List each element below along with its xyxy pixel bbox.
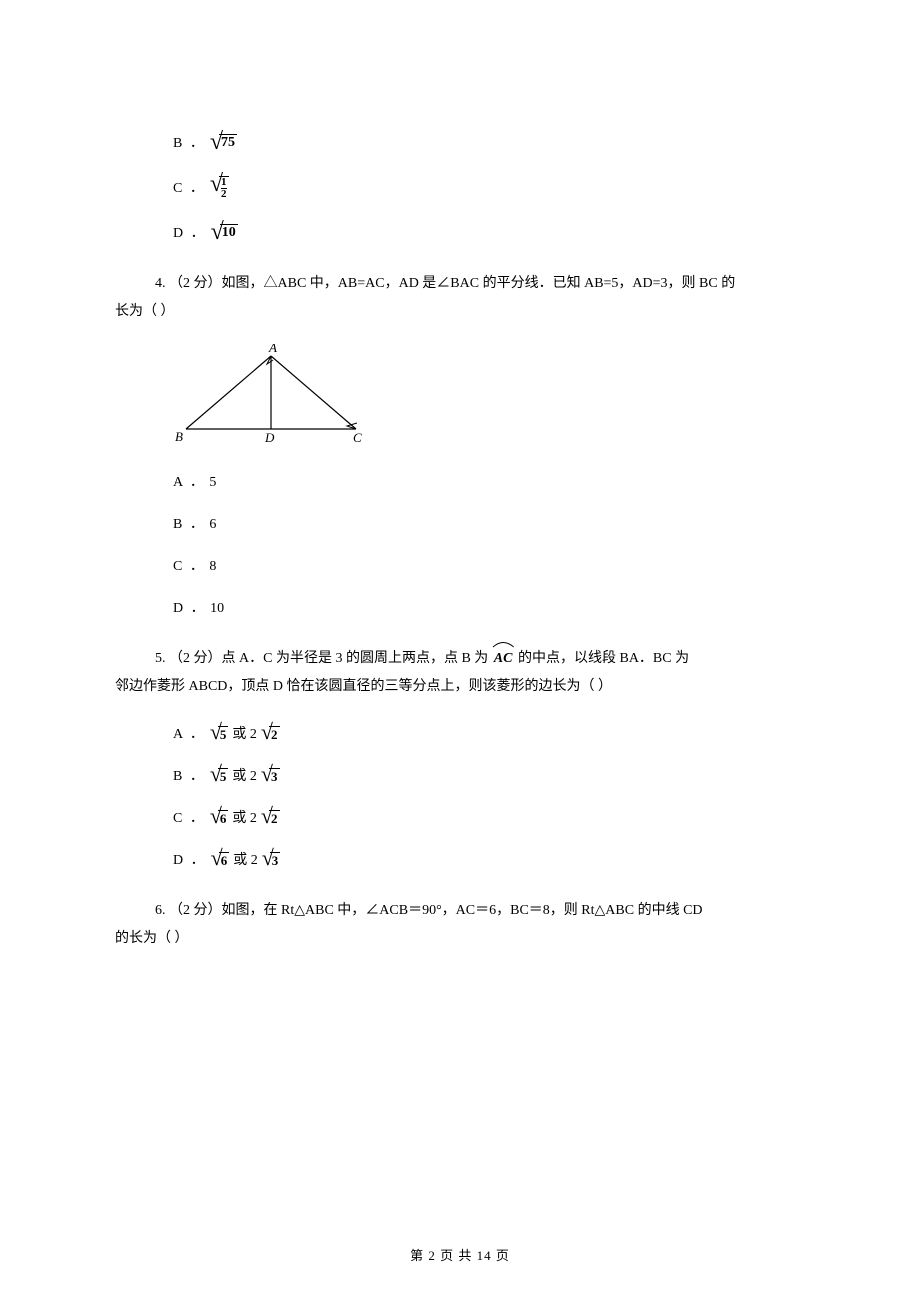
svg-text:C: C: [353, 430, 362, 444]
option-value: 5: [209, 475, 216, 490]
q5-option-a[interactable]: A ． √5 或 2 √2: [173, 723, 805, 743]
option-label: A ．: [173, 723, 206, 743]
option-label: C ．: [173, 807, 206, 827]
sqrt-expression: √3: [261, 765, 280, 785]
q3-option-d[interactable]: D ． √10: [173, 222, 805, 242]
option-separator: 或 2: [232, 765, 257, 785]
option-value: 6: [209, 517, 216, 532]
q5-option-b[interactable]: B ． √5 或 2 √3: [173, 765, 805, 785]
sqrt-expression: √6: [211, 849, 230, 869]
option-separator: 或 2: [232, 723, 257, 743]
q3-option-b[interactable]: B ． √75: [173, 132, 805, 152]
svg-text:D: D: [264, 430, 275, 444]
q5-option-d[interactable]: D ． √6 或 2 √3: [173, 849, 805, 869]
sqrt-expression: √5: [210, 723, 229, 743]
option-value: 10: [210, 601, 224, 616]
q4-option-a[interactable]: A ． 5: [173, 471, 805, 491]
sqrt-expression: √3: [262, 849, 281, 869]
q4-figure: A B D C: [171, 344, 805, 449]
option-value: 8: [209, 559, 216, 574]
sqrt-expression: √6: [210, 807, 229, 827]
page-footer: 第 2 页 共 14 页: [0, 1245, 920, 1264]
option-label: B ．: [173, 517, 206, 532]
q5-option-c[interactable]: C ． √6 或 2 √2: [173, 807, 805, 827]
option-separator: 或 2: [232, 807, 257, 827]
option-separator: 或 2: [233, 849, 258, 869]
option-label: B ．: [173, 765, 206, 785]
q5-part1: 5. （2 分）点 A．C 为半径是 3 的圆周上两点，点 B 为: [155, 651, 492, 666]
sqrt-expression: √75: [210, 132, 237, 152]
option-label: D ．: [173, 601, 207, 616]
sqrt-expression: √2: [261, 723, 280, 743]
svg-text:B: B: [175, 429, 183, 444]
q3-option-c[interactable]: C ． √ 12: [173, 174, 805, 200]
option-label: D ．: [173, 849, 207, 869]
option-label: C ．: [173, 177, 206, 197]
option-label: C ．: [173, 559, 206, 574]
sqrt-expression: √2: [261, 807, 280, 827]
arc-ac: AC: [492, 645, 515, 673]
q5-part3: 邻边作菱形 ABCD，顶点 D 恰在该圆直径的三等分点上，则该菱形的边长为（ ）: [115, 679, 612, 694]
q6-text: 6. （2 分）如图，在 Rt△ABC 中，∠ACB＝90°，AC＝6，BC＝8…: [155, 897, 805, 953]
q4-line1: 4. （2 分）如图，△ABC 中，AB=AC，AD 是∠BAC 的平分线．已知…: [155, 276, 735, 291]
svg-text:A: A: [268, 344, 277, 355]
option-label: D ．: [173, 222, 207, 242]
q6-line2: 的长为（ ）: [115, 931, 189, 946]
q4-option-d[interactable]: D ． 10: [173, 597, 805, 617]
q4-text: 4. （2 分）如图，△ABC 中，AB=AC，AD 是∠BAC 的平分线．已知…: [155, 270, 805, 326]
q4-option-b[interactable]: B ． 6: [173, 513, 805, 533]
q4-line2: 长为（ ）: [115, 304, 175, 319]
q4-option-c[interactable]: C ． 8: [173, 555, 805, 575]
q5-text: 5. （2 分）点 A．C 为半径是 3 的圆周上两点，点 B 为 AC 的中点…: [155, 645, 805, 701]
sqrt-expression: √ 12: [210, 174, 229, 200]
sqrt-expression: √5: [210, 765, 229, 785]
option-label: B ．: [173, 132, 206, 152]
q5-part2: 的中点，以线段 BA．BC 为: [514, 651, 689, 666]
sqrt-expression: √10: [211, 222, 238, 242]
q6-line1: 6. （2 分）如图，在 Rt△ABC 中，∠ACB＝90°，AC＝6，BC＝8…: [155, 903, 703, 918]
option-label: A ．: [173, 475, 206, 490]
